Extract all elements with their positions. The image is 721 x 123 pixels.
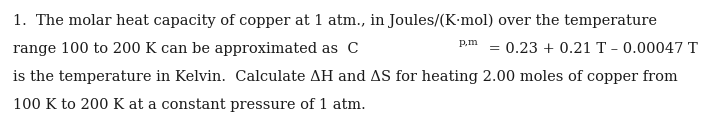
Text: p,m: p,m xyxy=(459,38,479,47)
Text: = 0.23 + 0.21 T – 0.00047 T: = 0.23 + 0.21 T – 0.00047 T xyxy=(485,42,698,56)
Text: is the temperature in Kelvin.  Calculate ΔH and ΔS for heating 2.00 moles of cop: is the temperature in Kelvin. Calculate … xyxy=(13,70,678,84)
Text: 1.  The molar heat capacity of copper at 1 atm., in Joules/(K·mol) over the temp: 1. The molar heat capacity of copper at … xyxy=(13,14,657,28)
Text: range 100 to 200 K can be approximated as  C: range 100 to 200 K can be approximated a… xyxy=(13,42,358,56)
Text: 100 K to 200 K at a constant pressure of 1 atm.: 100 K to 200 K at a constant pressure of… xyxy=(13,98,366,112)
